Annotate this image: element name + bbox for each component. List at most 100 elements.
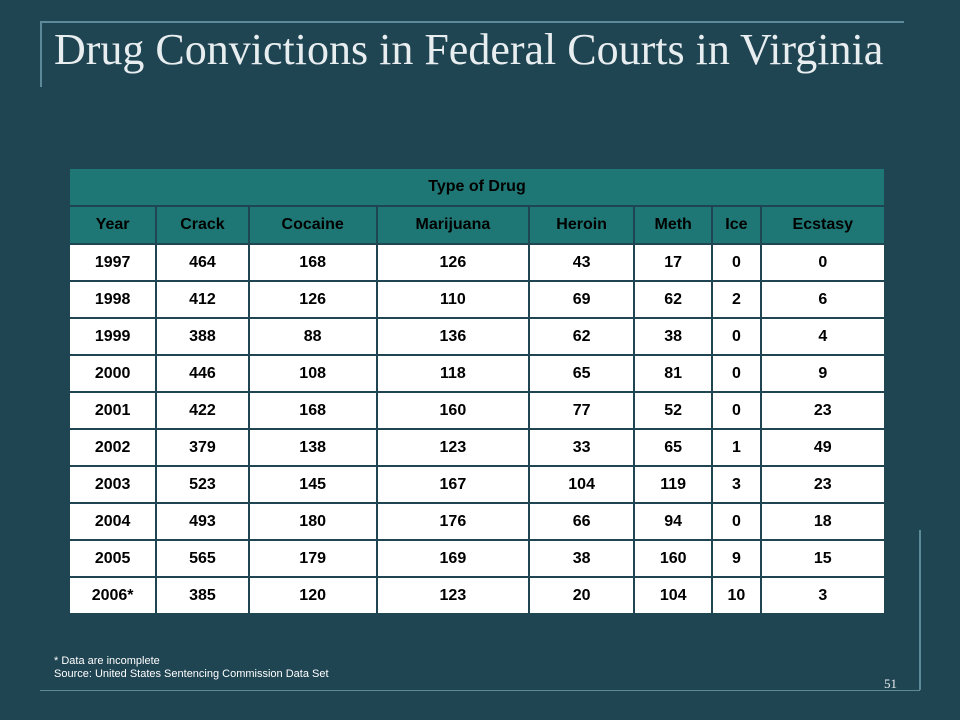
count-cell: 49 [759,428,887,467]
count-cell: 23 [759,391,887,430]
count-cell: 62 [633,280,714,319]
type-of-drug-header: Type of Drug [68,167,886,207]
table-row: 1998 412 126 110 69 62 2 6 [67,280,887,319]
count-cell: 169 [375,539,531,578]
table-row: 2002 379 138 123 33 65 1 49 [67,428,887,467]
count-cell: 120 [247,576,378,615]
count-cell: 493 [155,502,250,541]
count-cell: 15 [759,539,887,578]
count-cell: 167 [375,465,531,504]
drug-convictions-table: Type of Drug Year Crack Cocaine Marijuana He… [67,167,887,615]
page-number: 51 [884,676,897,691]
count-cell: 69 [528,280,636,319]
year-cell: 2000 [67,354,158,393]
title-rule-top [40,21,904,23]
count-cell: 3 [759,576,887,615]
count-cell: 168 [247,391,378,430]
count-cell: 81 [633,354,714,393]
title-rule-left [40,21,42,87]
count-cell: 138 [247,428,378,467]
count-cell: 108 [247,354,378,393]
count-cell: 180 [247,502,378,541]
column-header: Heroin [528,205,636,245]
year-cell: 1997 [67,243,158,282]
footnotes: * Data are incomplete Source: United Sta… [54,655,329,681]
count-cell: 119 [633,465,714,504]
year-cell: 1998 [67,280,158,319]
count-cell: 145 [247,465,378,504]
count-cell: 104 [633,576,714,615]
table-group-header-row: Type of Drug [68,167,886,207]
count-cell: 23 [759,465,887,504]
column-header: Year [67,205,158,245]
count-cell: 104 [528,465,636,504]
table-column-header-row: Year Crack Cocaine Marijuana Heroin Meth Ice Ec… [67,205,887,245]
count-cell: 0 [711,243,762,282]
year-cell: 1999 [67,317,158,356]
count-cell: 9 [711,539,762,578]
year-cell: 2006* [67,576,158,615]
count-cell: 33 [528,428,636,467]
count-cell: 179 [247,539,378,578]
count-cell: 126 [247,280,378,319]
table-row: 2000 446 108 118 65 81 0 9 [67,354,887,393]
table-row: 2004 493 180 176 66 94 0 18 [67,502,887,541]
incomplete-data-note: * Data are incomplete [54,655,160,667]
count-cell: 464 [155,243,250,282]
count-cell: 379 [155,428,250,467]
year-cell: 2003 [67,465,158,504]
column-header: Marijuana [375,205,531,245]
count-cell: 110 [375,280,531,319]
count-cell: 94 [633,502,714,541]
source-note: Source: United States Sentencing Commiss… [54,668,329,680]
count-cell: 126 [375,243,531,282]
count-cell: 385 [155,576,250,615]
table-row: 2006* 385 120 123 20 104 10 3 [67,576,887,615]
count-cell: 160 [633,539,714,578]
count-cell: 0 [711,502,762,541]
count-cell: 422 [155,391,250,430]
count-cell: 65 [528,354,636,393]
table-row: 1999 388 88 136 62 38 0 4 [67,317,887,356]
count-cell: 565 [155,539,250,578]
count-cell: 0 [711,317,762,356]
count-cell: 2 [711,280,762,319]
count-cell: 1 [711,428,762,467]
count-cell: 20 [528,576,636,615]
column-header: Meth [633,205,714,245]
column-header: Crack [155,205,250,245]
year-cell: 2005 [67,539,158,578]
table-row: 2003 523 145 167 104 119 3 23 [67,465,887,504]
count-cell: 0 [711,354,762,393]
count-cell: 3 [711,465,762,504]
count-cell: 43 [528,243,636,282]
year-cell: 2001 [67,391,158,430]
count-cell: 17 [633,243,714,282]
count-cell: 9 [759,354,887,393]
count-cell: 388 [155,317,250,356]
slide-title: Drug Convictions in Federal Courts in Vi… [54,25,884,74]
table-body: 1997 464 168 126 43 17 0 0 1998 412 126 110 69 62 2 6 19… [67,243,887,615]
count-cell: 10 [711,576,762,615]
count-cell: 118 [375,354,531,393]
count-cell: 18 [759,502,887,541]
count-cell: 136 [375,317,531,356]
footer-rule-bottom [40,690,920,691]
column-header: Ice [711,205,762,245]
count-cell: 160 [375,391,531,430]
year-cell: 2002 [67,428,158,467]
table-row: 2005 565 179 169 38 160 9 15 [67,539,887,578]
table-row: 2001 422 168 160 77 52 0 23 [67,391,887,430]
count-cell: 0 [711,391,762,430]
count-cell: 65 [633,428,714,467]
count-cell: 6 [759,280,887,319]
count-cell: 38 [528,539,636,578]
count-cell: 52 [633,391,714,430]
count-cell: 123 [375,428,531,467]
count-cell: 88 [247,317,378,356]
count-cell: 4 [759,317,887,356]
footer-rule-right [919,530,921,690]
count-cell: 62 [528,317,636,356]
table-row: 1997 464 168 126 43 17 0 0 [67,243,887,282]
column-header: Ecstasy [759,205,887,245]
